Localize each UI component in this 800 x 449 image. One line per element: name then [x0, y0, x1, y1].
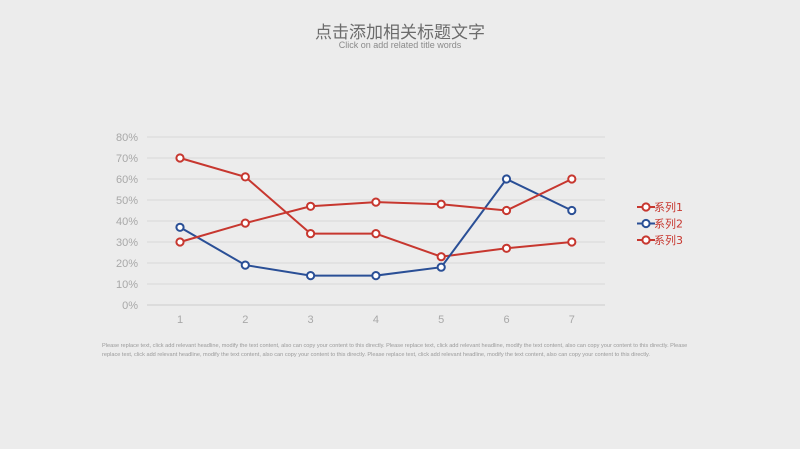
x-tick-label: 3: [308, 314, 314, 326]
series-line: [179, 177, 573, 277]
data-point: [436, 199, 446, 209]
data-point: [436, 262, 446, 272]
series: [175, 174, 577, 247]
page-subtitle: Click on add related title words: [338, 40, 462, 50]
y-tick-label: 70%: [116, 153, 138, 165]
legend-marker: [641, 218, 651, 229]
y-tick-label: 80%: [116, 132, 138, 144]
data-point: [240, 260, 250, 270]
legend-label: 系列1: [654, 200, 683, 214]
data-point: [567, 174, 577, 184]
y-tick-label: 40%: [116, 216, 138, 228]
y-tick-label: 0%: [122, 300, 138, 312]
legend-item: 系列2: [637, 217, 683, 231]
data-point: [371, 229, 381, 239]
data-point: [175, 153, 185, 163]
page-title: 点击添加相关标题文字: [315, 23, 485, 43]
legend-label: 系列2: [654, 217, 683, 231]
series: [175, 153, 577, 262]
data-point: [306, 201, 316, 211]
x-tick-label: 5: [438, 314, 444, 326]
x-tick-label: 4: [373, 314, 379, 326]
legend-item: 系列3: [637, 233, 683, 247]
data-point: [501, 174, 512, 184]
data-point: [240, 218, 250, 228]
x-tick-label: 1: [177, 314, 183, 326]
y-tick-label: 20%: [116, 258, 138, 270]
data-point: [175, 237, 185, 247]
legend-label: 系列3: [654, 233, 683, 247]
series: [175, 174, 577, 281]
data-point: [175, 222, 185, 232]
data-point: [306, 229, 316, 239]
legend-marker: [641, 235, 651, 245]
data-point: [567, 237, 577, 247]
data-point: [371, 271, 381, 281]
body-text: Please replace text, click add relevant …: [102, 343, 688, 358]
data-point: [501, 205, 512, 216]
x-tick-label: 7: [569, 314, 575, 326]
data-point: [240, 172, 250, 182]
y-tick-label: 10%: [116, 279, 138, 291]
y-tick-label: 60%: [116, 174, 138, 186]
y-tick-label: 50%: [116, 195, 138, 207]
data-point: [306, 271, 316, 281]
x-tick-label: 6: [503, 314, 509, 326]
y-tick-label: 30%: [116, 237, 138, 249]
data-point: [567, 205, 577, 216]
data-point: [501, 243, 512, 253]
x-tick-label: 2: [242, 314, 248, 326]
data-point: [371, 197, 381, 207]
data-point: [436, 252, 446, 262]
legend-item: 系列1: [637, 200, 683, 214]
legend-marker: [641, 202, 651, 212]
